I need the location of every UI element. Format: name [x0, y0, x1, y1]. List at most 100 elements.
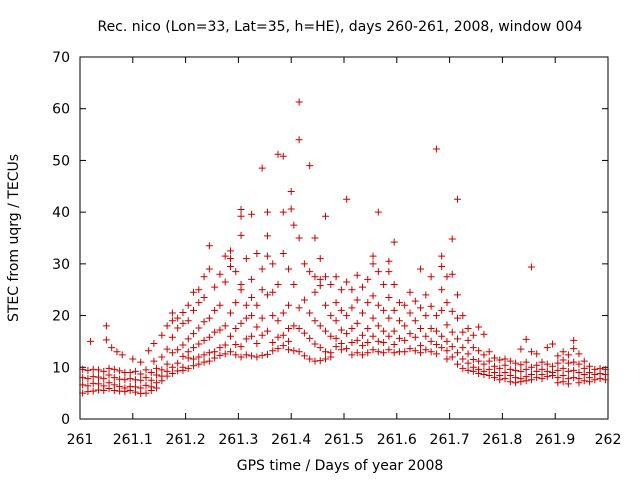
data-point	[295, 348, 303, 356]
data-point	[205, 265, 213, 273]
data-point	[337, 339, 345, 347]
data-point	[216, 270, 224, 278]
data-point	[311, 288, 319, 296]
data-point	[205, 314, 213, 322]
data-point	[337, 346, 345, 354]
data-point	[322, 273, 330, 281]
data-point	[385, 314, 393, 322]
y-axis-label: STEC from uqrg / TECUs	[6, 154, 22, 322]
data-point	[116, 367, 124, 375]
data-point	[570, 345, 578, 353]
data-point	[184, 354, 192, 362]
data-point	[575, 350, 583, 358]
data-point	[517, 378, 525, 386]
data-point	[549, 372, 557, 380]
data-point	[417, 342, 425, 350]
data-point	[506, 365, 514, 373]
data-point	[401, 336, 409, 344]
data-point	[287, 205, 295, 213]
data-point	[512, 379, 520, 387]
data-point	[174, 359, 182, 367]
data-point	[79, 374, 87, 382]
data-point	[126, 368, 134, 376]
data-point	[116, 375, 124, 383]
data-point	[358, 283, 366, 291]
data-point	[100, 367, 108, 375]
data-point	[290, 347, 298, 355]
y-tick-label: 10	[52, 360, 70, 376]
data-point	[290, 322, 298, 330]
data-point	[226, 309, 234, 317]
data-point	[89, 379, 97, 387]
data-point	[248, 332, 256, 340]
data-point	[263, 208, 271, 216]
data-point	[232, 351, 240, 359]
data-point	[464, 325, 472, 332]
data-point	[190, 288, 198, 296]
data-point	[348, 351, 356, 359]
data-point	[137, 358, 145, 366]
plot-area-frame	[79, 56, 609, 420]
data-point	[575, 360, 583, 368]
data-point	[263, 350, 271, 358]
data-point	[221, 322, 229, 330]
data-point	[226, 255, 234, 263]
data-point	[242, 301, 250, 309]
data-point	[290, 281, 298, 289]
data-point	[200, 293, 208, 301]
data-point	[580, 357, 588, 365]
data-point	[311, 357, 319, 365]
data-point	[475, 347, 483, 355]
data-point	[332, 273, 340, 281]
data-point	[285, 325, 293, 332]
data-point	[179, 352, 187, 360]
data-point	[369, 260, 377, 268]
data-point	[374, 322, 382, 330]
data-point	[475, 323, 483, 331]
data-point	[142, 374, 150, 382]
data-point	[517, 345, 525, 353]
data-point	[348, 338, 356, 346]
data-point	[226, 348, 234, 356]
data-point	[517, 367, 525, 375]
y-tick-label: 20	[52, 309, 70, 325]
data-point	[427, 337, 435, 345]
data-point	[200, 358, 208, 366]
data-point	[533, 374, 541, 382]
data-point	[485, 357, 493, 365]
data-point	[538, 375, 546, 383]
data-point	[216, 301, 224, 309]
data-point	[527, 376, 535, 384]
data-point	[142, 381, 150, 389]
data-point	[601, 376, 609, 384]
data-point	[316, 275, 324, 283]
data-point	[485, 372, 493, 380]
data-point	[237, 353, 245, 361]
data-point	[332, 317, 340, 325]
data-point	[343, 195, 351, 203]
data-point	[427, 348, 435, 356]
data-point	[237, 206, 245, 214]
data-point	[89, 387, 97, 395]
x-tick: 261.4	[271, 57, 311, 448]
data-point	[184, 335, 192, 343]
data-point	[274, 150, 282, 158]
data-point	[343, 312, 351, 320]
data-point	[242, 351, 250, 359]
data-point	[559, 348, 567, 356]
data-point	[311, 273, 319, 281]
data-point	[316, 357, 324, 365]
data-point	[131, 367, 139, 375]
data-point	[327, 281, 335, 289]
data-point	[94, 380, 102, 388]
data-point	[116, 387, 124, 395]
data-point	[549, 340, 557, 348]
data-point	[89, 365, 97, 373]
data-point	[390, 238, 398, 246]
data-point	[517, 361, 525, 369]
data-point	[401, 348, 409, 356]
x-tick-label: 261.2	[166, 432, 206, 448]
data-point	[285, 265, 293, 273]
data-point	[390, 327, 398, 335]
data-point	[195, 324, 203, 332]
